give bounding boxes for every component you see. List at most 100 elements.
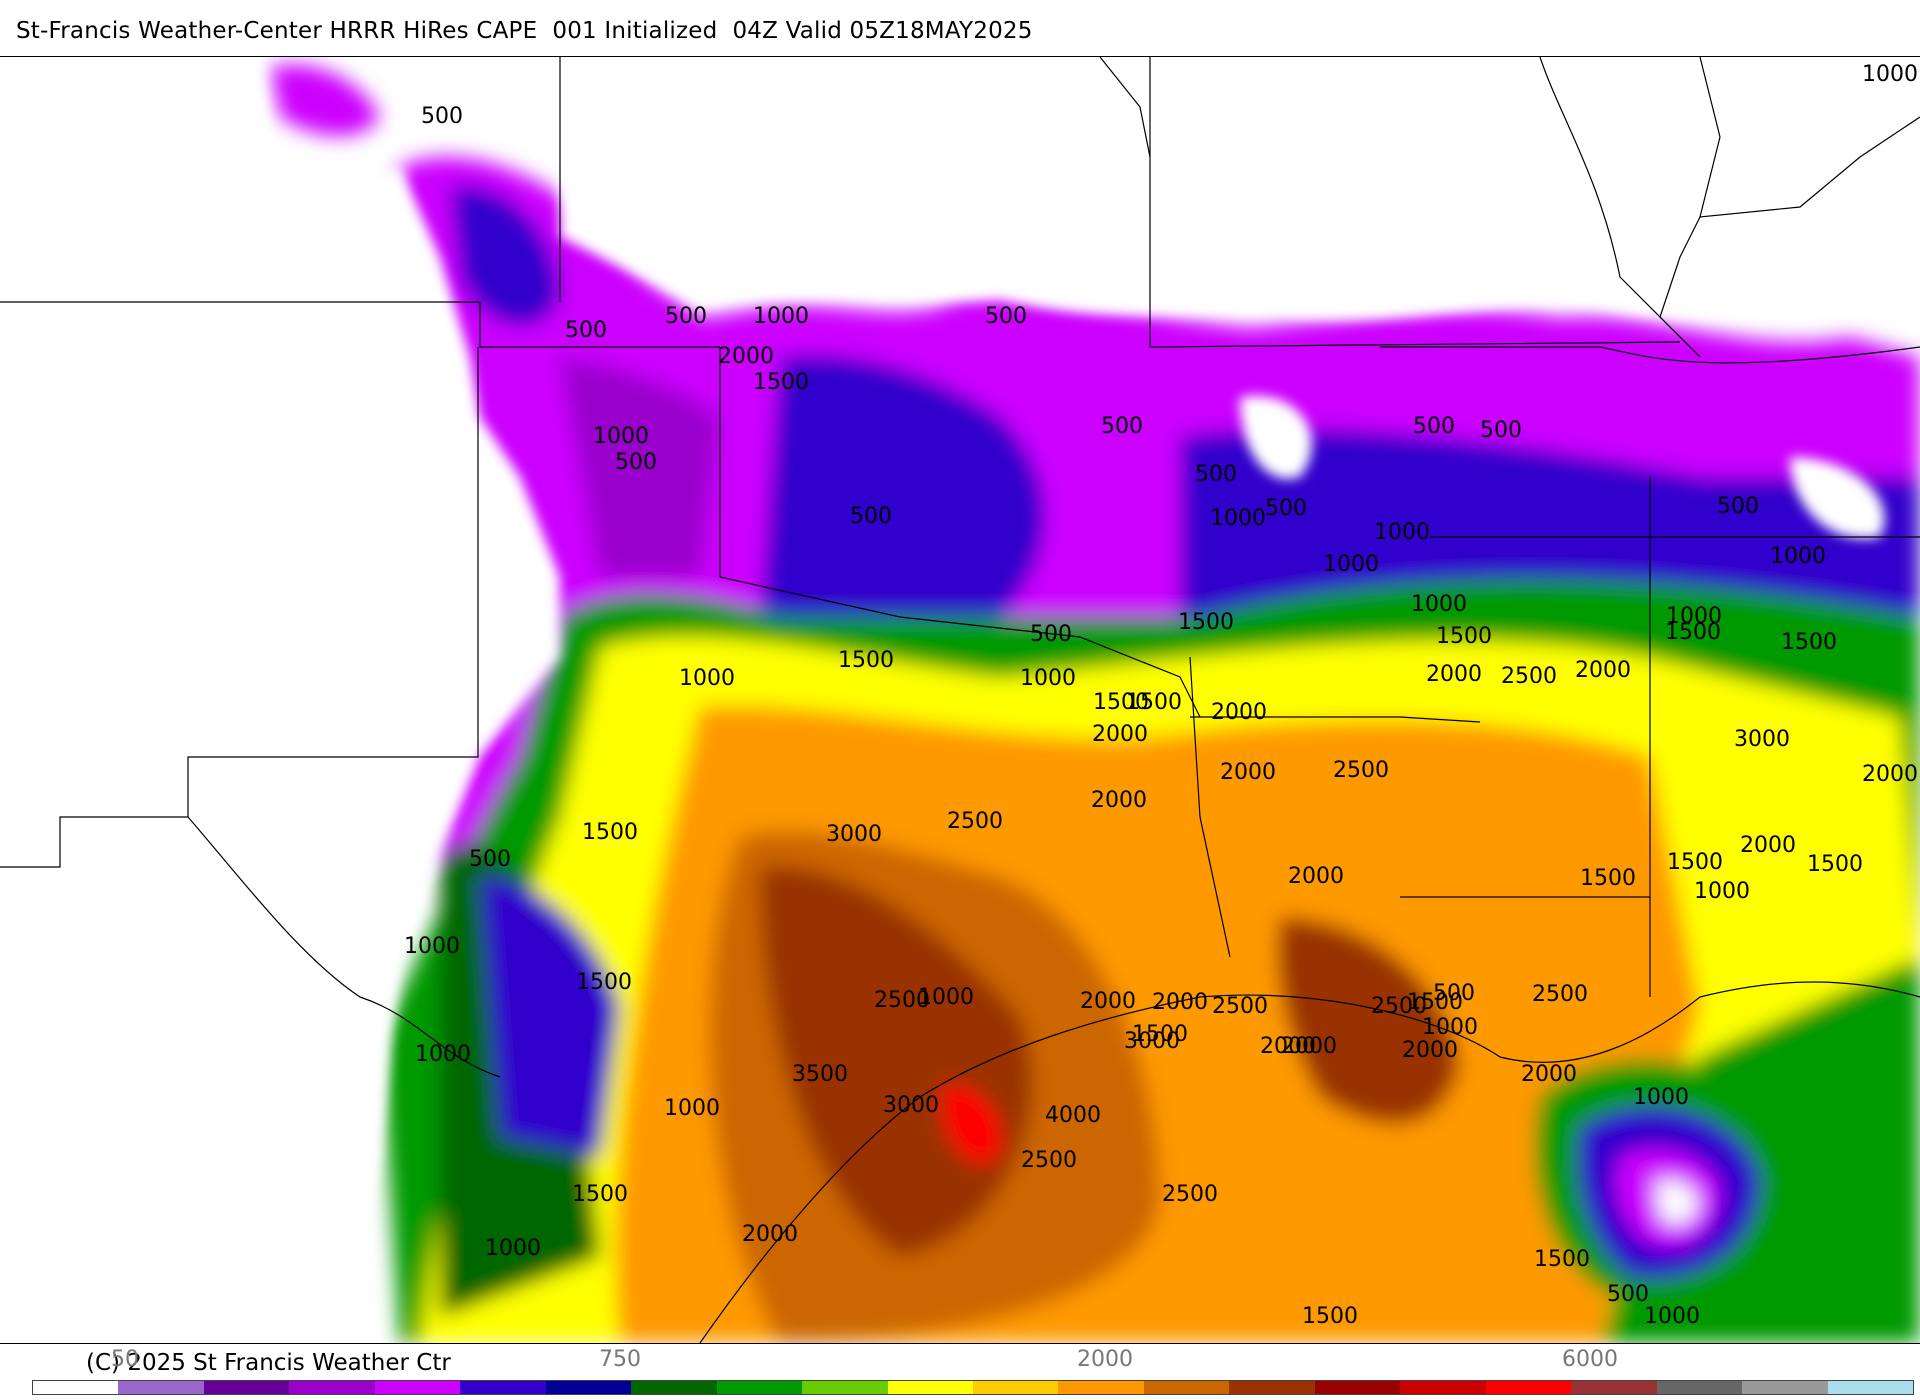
contour-label: 1500 bbox=[1132, 1022, 1188, 1047]
contour-label: 2500 bbox=[1212, 994, 1268, 1019]
colorbar-swatch bbox=[802, 1381, 888, 1394]
cape-field bbox=[270, 64, 1920, 1343]
contour-label: 1000 bbox=[753, 304, 809, 329]
contour-label: 1000 bbox=[1020, 666, 1076, 691]
contour-label: 1500 bbox=[1302, 1304, 1358, 1329]
colorbar-swatch bbox=[631, 1381, 717, 1394]
contour-label: 2000 bbox=[1402, 1038, 1458, 1063]
contour-label: 500 bbox=[565, 318, 607, 343]
contour-label: 1500 bbox=[576, 970, 632, 995]
contour-label: 500 bbox=[469, 847, 511, 872]
contour-label: 1000 bbox=[1694, 879, 1750, 904]
colorbar-swatch bbox=[33, 1381, 119, 1394]
colorbar-swatch bbox=[887, 1381, 973, 1394]
colorbar-swatch bbox=[289, 1381, 375, 1394]
colorbar-swatch bbox=[203, 1381, 290, 1394]
contour-label: 2000 bbox=[1092, 722, 1148, 747]
contour-label: 1500 bbox=[582, 820, 638, 845]
gulf-coastline bbox=[699, 981, 1920, 1343]
copyright-notice: (C) 2025 St Francis Weather Ctr bbox=[86, 1350, 451, 1376]
contour-label: 2000 bbox=[1521, 1062, 1577, 1087]
contour-label: 2500 bbox=[1333, 758, 1389, 783]
contour-label: 1500 bbox=[1093, 690, 1149, 715]
colorbar-swatch bbox=[1571, 1381, 1657, 1394]
contour-label: 3000 bbox=[883, 1093, 939, 1118]
contour-label: 2000 bbox=[1288, 864, 1344, 889]
colorbar-swatch bbox=[1742, 1381, 1828, 1394]
contour-label: 1500 bbox=[1667, 850, 1723, 875]
contour-label: 2500 bbox=[1501, 664, 1557, 689]
contour-label: 1500 bbox=[1534, 1247, 1590, 1272]
contour-label: 1500 bbox=[1807, 852, 1863, 877]
colorbar-swatch bbox=[1656, 1381, 1743, 1394]
contour-label: 3000 bbox=[1734, 727, 1790, 752]
contour-label: 500 bbox=[1265, 496, 1307, 521]
contour-label: 500 bbox=[665, 304, 707, 329]
contour-label: 1000 bbox=[679, 666, 735, 691]
map-title: St-Francis Weather-Center HRRR HiRes CAP… bbox=[16, 18, 1033, 44]
colorbar-tick-label: 750 bbox=[599, 1347, 641, 1372]
contour-label: 1500 bbox=[572, 1182, 628, 1207]
contour-label: 2000 bbox=[1211, 700, 1267, 725]
contour-label: 2000 bbox=[1220, 760, 1276, 785]
contour-label: 1000 bbox=[593, 424, 649, 449]
contour-label: 500 bbox=[1101, 414, 1143, 439]
contour-label: 1500 bbox=[838, 648, 894, 673]
colorbar-swatch bbox=[972, 1381, 1059, 1394]
contour-label: 1000 bbox=[485, 1236, 541, 1261]
contour-label: 500 bbox=[850, 504, 892, 529]
contour-label: 500 bbox=[1195, 462, 1237, 487]
contour-label: 2000 bbox=[1575, 658, 1631, 683]
contour-label: 500 bbox=[1480, 418, 1522, 443]
colorbar-swatch bbox=[1314, 1381, 1401, 1394]
contour-label: 1000 bbox=[1666, 604, 1722, 629]
contour-label: 1500 bbox=[1665, 620, 1721, 645]
contour-label: 1000 bbox=[1862, 62, 1918, 87]
contour-label: 3000 bbox=[826, 822, 882, 847]
colorbar-swatch bbox=[118, 1381, 204, 1394]
contour-label: 1500 bbox=[1126, 690, 1182, 715]
contour-label: 500 bbox=[1413, 414, 1455, 439]
colorbar-swatch bbox=[1058, 1381, 1144, 1394]
colorbar-swatch bbox=[374, 1381, 461, 1394]
contour-label: 2500 bbox=[1021, 1148, 1077, 1173]
contour-label: 1000 bbox=[1411, 592, 1467, 617]
colorbar-swatch bbox=[1827, 1381, 1913, 1394]
colorbar-swatch bbox=[716, 1381, 803, 1394]
colorbar-swatch bbox=[545, 1381, 632, 1394]
colorbar-swatch bbox=[1485, 1381, 1572, 1394]
contour-label: 2000 bbox=[1740, 833, 1796, 858]
contour-label: 1500 bbox=[1580, 866, 1636, 891]
contour-label: 1000 bbox=[1323, 552, 1379, 577]
colorbar-swatch bbox=[1229, 1381, 1315, 1394]
contour-label: 3500 bbox=[792, 1062, 848, 1087]
contour-label: 2000 bbox=[1281, 1034, 1337, 1059]
contour-label: 2500 bbox=[1162, 1182, 1218, 1207]
contour-label: 1000 bbox=[1374, 520, 1430, 545]
contour-label: 1000 bbox=[1210, 506, 1266, 531]
colorbar-swatch bbox=[1143, 1381, 1230, 1394]
cape-gaps bbox=[0, 57, 1920, 1343]
contour-label: 1500 bbox=[753, 370, 809, 395]
contour-label: 1000 bbox=[1633, 1085, 1689, 1110]
contour-label: 1000 bbox=[415, 1042, 471, 1067]
colorbar-swatch bbox=[1400, 1381, 1486, 1394]
contour-label: 2500 bbox=[947, 809, 1003, 834]
contour-label: 2000 bbox=[1152, 990, 1208, 1015]
colorbar-tick-label: 6000 bbox=[1562, 1347, 1618, 1372]
colorbar bbox=[32, 1380, 1914, 1395]
contour-label: 1500 bbox=[1436, 624, 1492, 649]
contour-label: 2000 bbox=[1260, 1034, 1316, 1059]
contour-label: 3000 bbox=[1124, 1029, 1180, 1054]
contour-label: 1000 bbox=[1422, 1015, 1478, 1040]
contour-label: 500 bbox=[615, 450, 657, 475]
contour-label: 1000 bbox=[664, 1096, 720, 1121]
contour-label: 2000 bbox=[1426, 662, 1482, 687]
contour-label: 1000 bbox=[1644, 1304, 1700, 1329]
contour-label: 500 bbox=[985, 304, 1027, 329]
contour-label: 2000 bbox=[1862, 762, 1918, 787]
contour-label: 2000 bbox=[718, 344, 774, 369]
contour-label: 1500 bbox=[1407, 990, 1463, 1015]
